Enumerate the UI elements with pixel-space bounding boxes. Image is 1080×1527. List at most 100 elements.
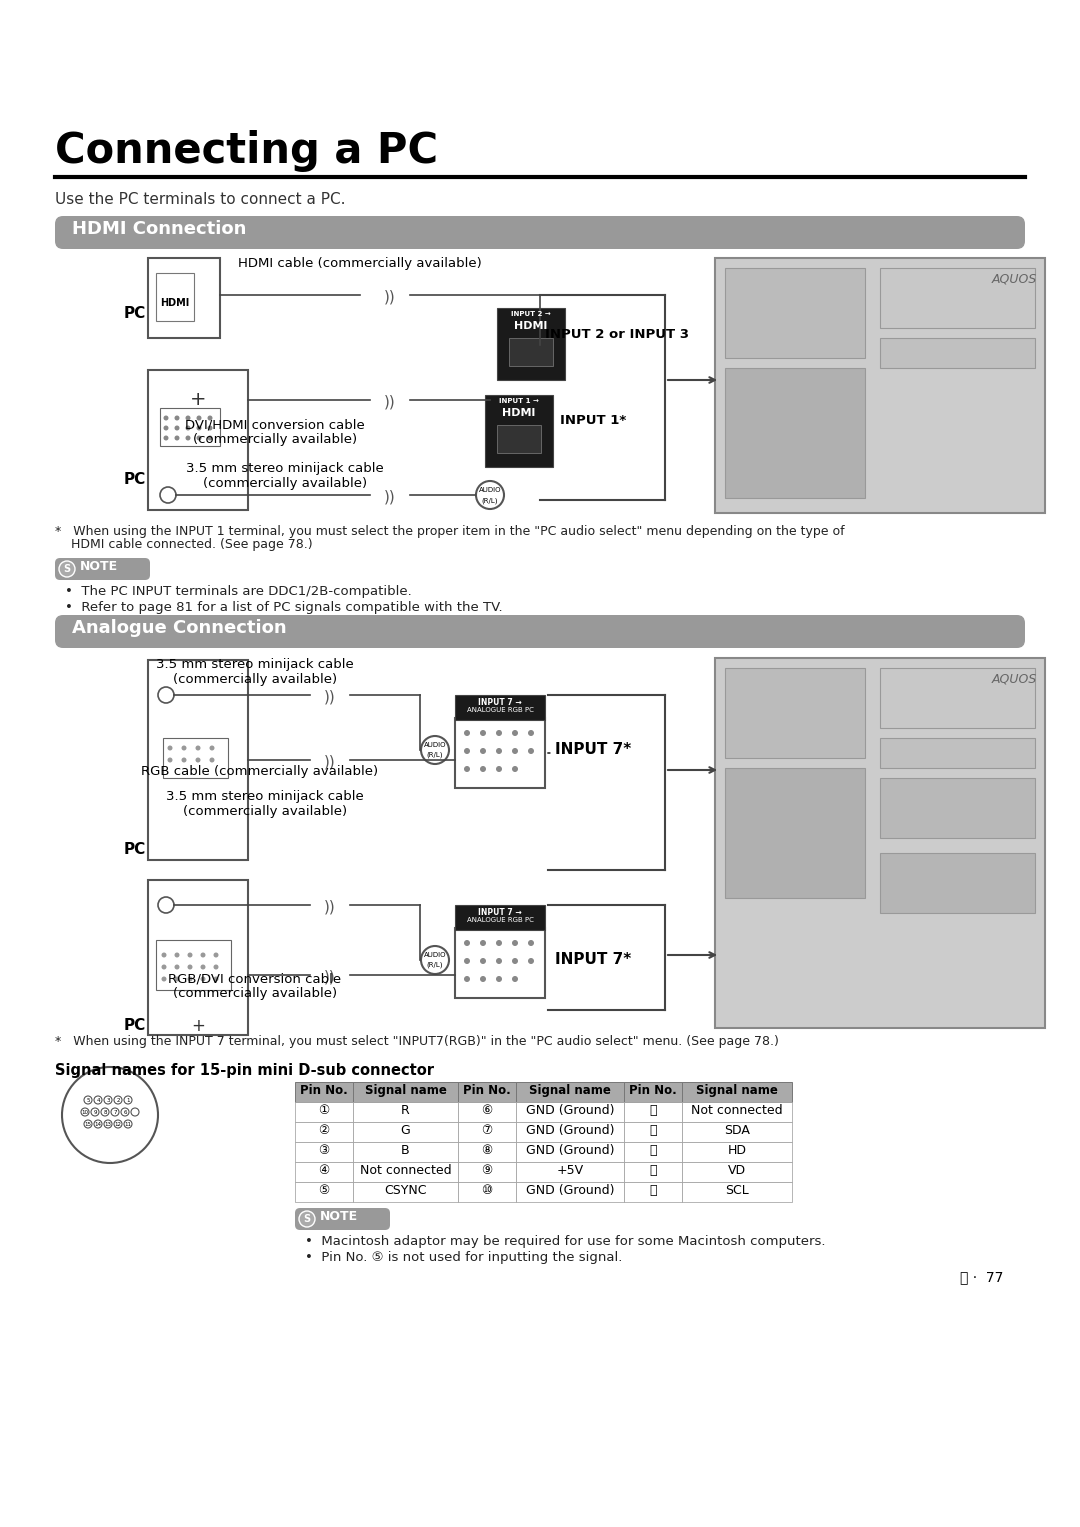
Text: 10: 10: [81, 1110, 89, 1116]
Text: ANALOGUE RGB PC: ANALOGUE RGB PC: [467, 707, 534, 713]
Circle shape: [84, 1096, 92, 1104]
Circle shape: [114, 1096, 122, 1104]
Bar: [516, 1122, 624, 1142]
Text: )): )): [384, 490, 396, 504]
Text: ⒪: ⒪: [649, 1104, 657, 1116]
Bar: [681, 1083, 792, 1102]
Text: GND (Ground): GND (Ground): [526, 1124, 615, 1138]
Text: Signal names for 15-pin mini D-sub connector: Signal names for 15-pin mini D-sub conne…: [55, 1063, 434, 1078]
Bar: [295, 1162, 353, 1182]
Bar: [880, 738, 1035, 768]
Text: (R/L): (R/L): [482, 496, 498, 504]
Bar: [160, 408, 220, 446]
Text: 15: 15: [84, 1122, 92, 1127]
Text: ⑩: ⑩: [482, 1183, 492, 1197]
Circle shape: [464, 976, 470, 982]
Circle shape: [421, 947, 449, 974]
Text: B: B: [401, 1144, 409, 1157]
Bar: [681, 1162, 792, 1182]
Text: •  Macintosh adaptor may be required for use for some Macintosh computers.: • Macintosh adaptor may be required for …: [305, 1235, 825, 1248]
Bar: [148, 880, 248, 1035]
Text: HDMI Connection: HDMI Connection: [72, 220, 246, 238]
Circle shape: [197, 415, 202, 420]
Text: S: S: [303, 1214, 311, 1225]
Text: Not connected: Not connected: [360, 1164, 451, 1177]
Bar: [458, 1083, 516, 1102]
Bar: [509, 337, 553, 366]
Circle shape: [181, 757, 187, 762]
Bar: [516, 1182, 624, 1202]
Text: G: G: [401, 1124, 410, 1138]
Circle shape: [201, 976, 205, 982]
Text: +5V: +5V: [556, 1164, 583, 1177]
Text: ④: ④: [319, 1164, 329, 1177]
Text: *   When using the INPUT 7 terminal, you must select "INPUT7(RGB)" in the "PC au: * When using the INPUT 7 terminal, you m…: [55, 1035, 779, 1048]
Circle shape: [496, 976, 502, 982]
FancyBboxPatch shape: [295, 1208, 390, 1231]
Circle shape: [162, 953, 166, 957]
Bar: [624, 1142, 681, 1162]
Circle shape: [480, 957, 486, 964]
Circle shape: [464, 748, 470, 754]
Text: AUDIO: AUDIO: [423, 742, 446, 748]
Bar: [715, 658, 1045, 1028]
Text: PC: PC: [124, 472, 146, 487]
Text: ⑦: ⑦: [482, 1124, 492, 1138]
Circle shape: [195, 745, 201, 750]
Circle shape: [186, 426, 190, 431]
Circle shape: [188, 976, 192, 982]
Bar: [624, 1083, 681, 1102]
Bar: [455, 695, 545, 721]
FancyBboxPatch shape: [55, 557, 150, 580]
Text: 9: 9: [93, 1110, 97, 1116]
Circle shape: [207, 426, 213, 431]
Text: VD: VD: [728, 1164, 746, 1177]
Text: 1: 1: [126, 1098, 130, 1104]
Text: SDA: SDA: [724, 1124, 750, 1138]
Circle shape: [197, 435, 202, 440]
Circle shape: [158, 896, 174, 913]
Text: ③: ③: [319, 1144, 329, 1157]
Text: Not connected: Not connected: [691, 1104, 783, 1116]
Bar: [880, 777, 1035, 838]
Text: AQUOS: AQUOS: [991, 273, 1037, 286]
Circle shape: [91, 1109, 99, 1116]
Circle shape: [104, 1119, 112, 1128]
Circle shape: [188, 965, 192, 970]
Circle shape: [158, 687, 174, 702]
FancyBboxPatch shape: [55, 215, 1025, 249]
Text: ⒮: ⒮: [649, 1183, 657, 1197]
Circle shape: [163, 415, 168, 420]
Circle shape: [214, 965, 218, 970]
Text: 5: 5: [86, 1098, 90, 1104]
Circle shape: [102, 1109, 109, 1116]
Circle shape: [464, 730, 470, 736]
Circle shape: [496, 957, 502, 964]
Text: NOTE: NOTE: [80, 560, 118, 573]
Text: PC: PC: [124, 1017, 146, 1032]
Text: SCL: SCL: [725, 1183, 748, 1197]
Bar: [148, 258, 220, 337]
Text: 3.5 mm stereo minijack cable
(commercially available): 3.5 mm stereo minijack cable (commercial…: [157, 658, 354, 686]
Bar: [497, 308, 565, 380]
Circle shape: [512, 748, 518, 754]
Circle shape: [207, 435, 213, 440]
Bar: [681, 1142, 792, 1162]
Text: ①: ①: [319, 1104, 329, 1116]
Bar: [353, 1102, 458, 1122]
Text: Use the PC terminals to connect a PC.: Use the PC terminals to connect a PC.: [55, 192, 346, 208]
Text: INPUT 7 →: INPUT 7 →: [478, 909, 522, 918]
Circle shape: [160, 487, 176, 502]
Text: )): )): [384, 394, 396, 409]
Text: HDMI cable (commercially available): HDMI cable (commercially available): [238, 257, 482, 270]
Text: 2: 2: [117, 1098, 120, 1104]
Circle shape: [512, 730, 518, 736]
Circle shape: [104, 1096, 112, 1104]
Text: ⓔ ·  77: ⓔ · 77: [960, 1270, 1003, 1284]
Text: )): )): [324, 899, 336, 915]
Circle shape: [163, 426, 168, 431]
Text: Connecting a PC: Connecting a PC: [55, 130, 438, 173]
Circle shape: [512, 941, 518, 947]
Text: )): )): [384, 290, 396, 304]
Circle shape: [480, 748, 486, 754]
